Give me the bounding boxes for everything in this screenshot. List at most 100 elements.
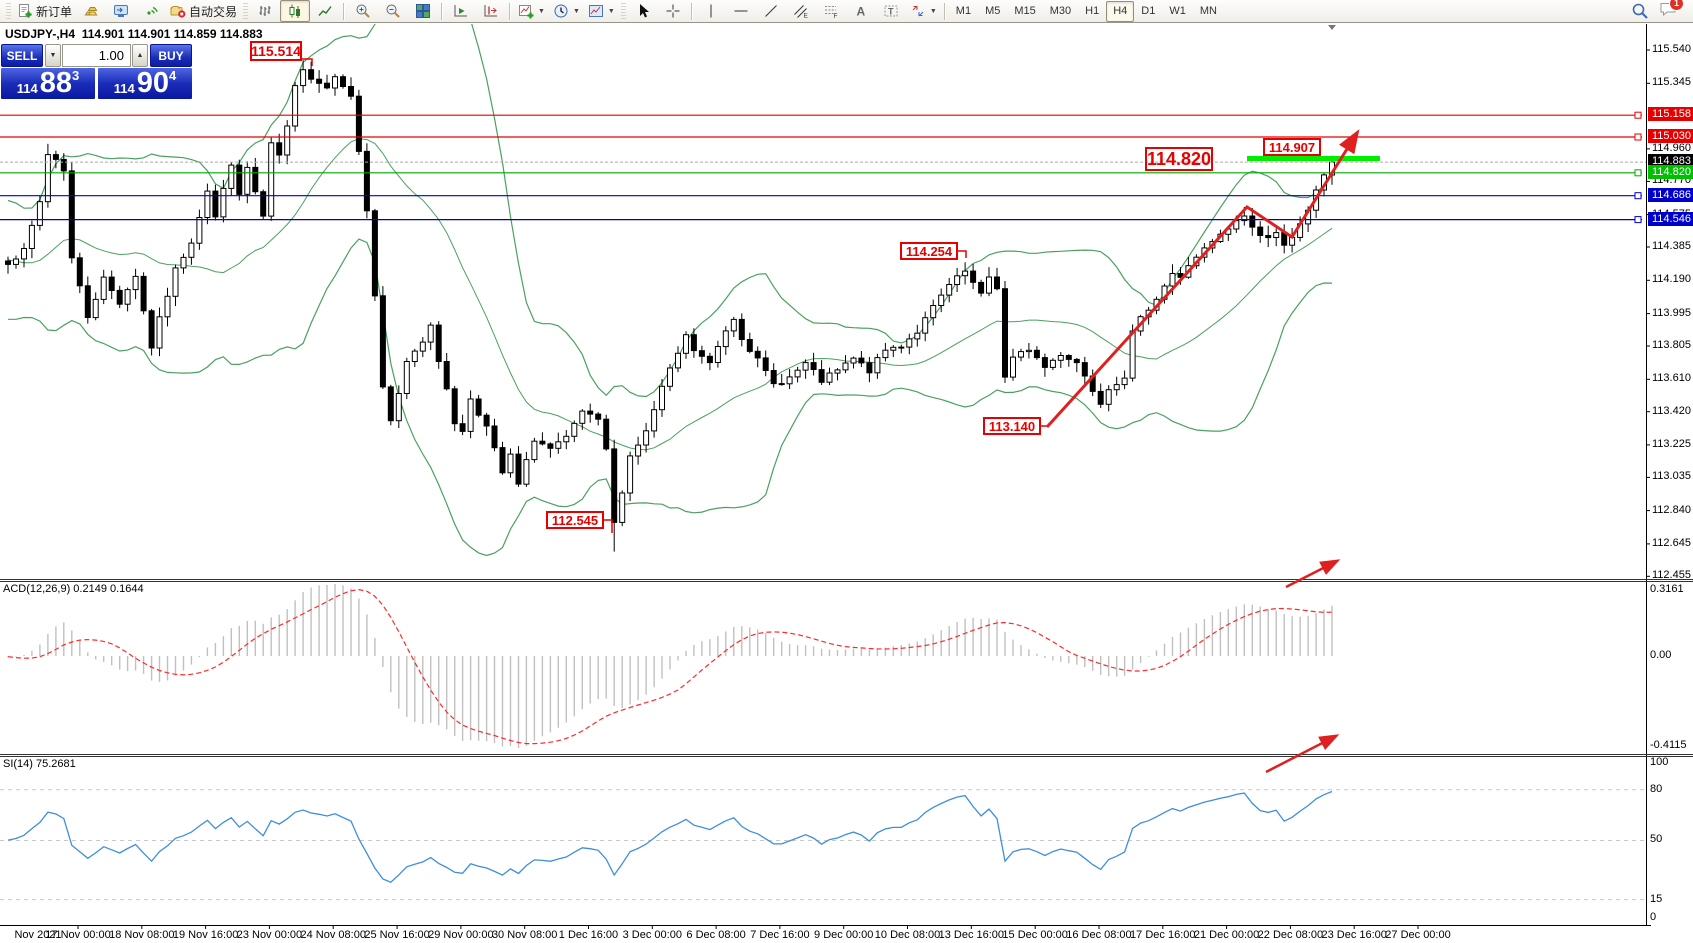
tab-timeframe-m30[interactable]: M30 bbox=[1049, 5, 1072, 17]
tab-timeframe-mn[interactable]: MN bbox=[1199, 5, 1217, 17]
zoom-in-icon bbox=[356, 4, 370, 18]
tab-timeframe-d1[interactable]: D1 bbox=[1141, 5, 1156, 17]
channel-button[interactable]: E bbox=[786, 0, 816, 22]
search-icon[interactable] bbox=[1631, 2, 1649, 20]
svg-text:E: E bbox=[803, 13, 808, 20]
svg-text:T: T bbox=[888, 7, 894, 17]
macd-indicator-label: ACD(12,26,9) 0.2149 0.1644 bbox=[3, 583, 144, 595]
new-order-label: 新订单 bbox=[36, 4, 73, 19]
volume-decrease-button[interactable]: ▼ bbox=[45, 44, 61, 67]
tile-windows-icon bbox=[416, 4, 431, 18]
zoom-out-button[interactable] bbox=[378, 0, 408, 22]
crosshair-button[interactable] bbox=[658, 0, 688, 22]
tab-timeframe-w1[interactable]: W1 bbox=[1169, 5, 1186, 17]
tab-timeframe-m15[interactable]: M15 bbox=[1014, 5, 1036, 17]
price-annotation-112.545[interactable]: 112.545 bbox=[546, 511, 604, 529]
line-chart-button[interactable] bbox=[310, 0, 340, 22]
cursor-icon bbox=[639, 4, 649, 18]
vertical-line-icon bbox=[710, 4, 712, 18]
gold-icon bbox=[84, 7, 98, 16]
toolbar: 新订单 自动交易 bbox=[0, 0, 1693, 23]
toolbar-separator bbox=[343, 2, 346, 20]
dropdown-arrow-icon: ▼ bbox=[572, 7, 580, 15]
toolbar-separator bbox=[441, 2, 444, 20]
signal-button[interactable] bbox=[136, 0, 166, 22]
buy-price-display[interactable]: 114 90 4 bbox=[98, 68, 192, 99]
price-annotation-114.254[interactable]: 114.254 bbox=[900, 242, 958, 260]
auto-scroll-icon bbox=[454, 5, 468, 17]
vertical-line-button[interactable] bbox=[696, 0, 726, 22]
periods-button[interactable]: ▼ bbox=[549, 0, 584, 22]
zoom-in-button[interactable] bbox=[348, 0, 378, 22]
one-click-trading-panel: SELL ▼ 1.00 ▲ BUY 114 88 3 114 90 4 bbox=[1, 44, 192, 99]
autotrade-button[interactable]: 自动交易 bbox=[166, 0, 241, 22]
sell-price-display[interactable]: 114 88 3 bbox=[1, 68, 95, 99]
buy-price-sup: 4 bbox=[169, 68, 177, 83]
chart-title: USDJPY-,H4 114.901 114.901 114.859 114.8… bbox=[5, 27, 263, 41]
autotrade-label: 自动交易 bbox=[189, 4, 238, 19]
rsi-indicator-label: SI(14) 75.2681 bbox=[3, 758, 76, 770]
horizontal-line-icon bbox=[734, 10, 748, 12]
signal-icon bbox=[147, 6, 158, 15]
fibonacci-icon: F bbox=[824, 6, 837, 19]
price-annotation-114.907[interactable]: 114.907 bbox=[1263, 138, 1321, 156]
transfer-button[interactable] bbox=[106, 0, 136, 22]
volume-input[interactable]: 1.00 bbox=[62, 44, 131, 67]
auto-scroll-button[interactable] bbox=[446, 0, 476, 22]
bar-chart-icon bbox=[259, 6, 271, 16]
svg-text:F: F bbox=[833, 13, 837, 19]
chart-area[interactable] bbox=[0, 24, 1693, 943]
channel-icon: E bbox=[793, 5, 808, 20]
text-label-button[interactable]: T bbox=[876, 0, 906, 22]
arrows-button[interactable]: ▼ bbox=[906, 0, 941, 22]
fibonacci-button[interactable]: F bbox=[816, 0, 846, 22]
sell-price-main: 88 bbox=[39, 67, 72, 100]
text-button[interactable]: A bbox=[846, 0, 876, 22]
trendline-button[interactable] bbox=[756, 0, 786, 22]
toolbar-separator bbox=[690, 2, 693, 20]
bar-chart-button[interactable] bbox=[250, 0, 280, 22]
templates-icon bbox=[588, 5, 603, 17]
price-annotation-114.820[interactable]: 114.820 bbox=[1145, 147, 1213, 171]
tile-windows-button[interactable] bbox=[408, 0, 438, 22]
cursor-button[interactable] bbox=[628, 0, 658, 22]
text-icon: A bbox=[856, 5, 865, 19]
toolbar-drag-handle[interactable] bbox=[6, 2, 11, 20]
sell-price-prefix: 114 bbox=[16, 80, 38, 96]
autotrade-icon bbox=[170, 6, 186, 18]
price-annotation-113.140[interactable]: 113.140 bbox=[983, 417, 1041, 435]
dropdown-arrow-icon: ▼ bbox=[538, 7, 545, 15]
toolbar-drag-handle[interactable] bbox=[620, 2, 626, 20]
periods-icon bbox=[554, 4, 568, 18]
indicators-button[interactable]: ▼ bbox=[514, 0, 549, 22]
arrows-icon bbox=[912, 5, 924, 17]
toolbar-separator bbox=[943, 2, 946, 20]
crosshair-icon bbox=[666, 4, 680, 18]
transfer-icon bbox=[114, 5, 129, 17]
tab-timeframe-m1[interactable]: M1 bbox=[955, 5, 972, 17]
trendline-icon bbox=[764, 5, 777, 17]
horizontal-line-button[interactable] bbox=[726, 0, 756, 22]
line-chart-icon bbox=[318, 6, 332, 16]
tab-timeframe-m5[interactable]: M5 bbox=[985, 5, 1001, 17]
tab-timeframe-h1[interactable]: H1 bbox=[1085, 5, 1100, 17]
candlestick-icon bbox=[289, 4, 301, 18]
new-order-button[interactable]: 新订单 bbox=[13, 0, 76, 22]
buy-button[interactable]: BUY bbox=[150, 44, 192, 67]
templates-button[interactable]: ▼ bbox=[584, 0, 619, 22]
tab-timeframe-h4[interactable]: H4 bbox=[1106, 0, 1135, 22]
zoom-out-icon bbox=[386, 4, 400, 18]
toolbar-drag-handle[interactable] bbox=[243, 2, 249, 20]
gold-button[interactable] bbox=[76, 0, 106, 22]
indicators-icon bbox=[519, 5, 534, 19]
volume-increase-button[interactable]: ▲ bbox=[132, 44, 148, 67]
chart-shift-button[interactable] bbox=[476, 0, 506, 22]
price-annotation-115.514[interactable]: 115.514 bbox=[250, 41, 302, 61]
toolbar-separator bbox=[509, 2, 512, 20]
candlestick-button[interactable] bbox=[280, 0, 311, 22]
sell-button[interactable]: SELL bbox=[1, 44, 43, 67]
chart-shift-icon bbox=[484, 5, 498, 17]
buy-price-main: 90 bbox=[136, 67, 169, 100]
chat-button[interactable]: 1 bbox=[1659, 0, 1684, 22]
